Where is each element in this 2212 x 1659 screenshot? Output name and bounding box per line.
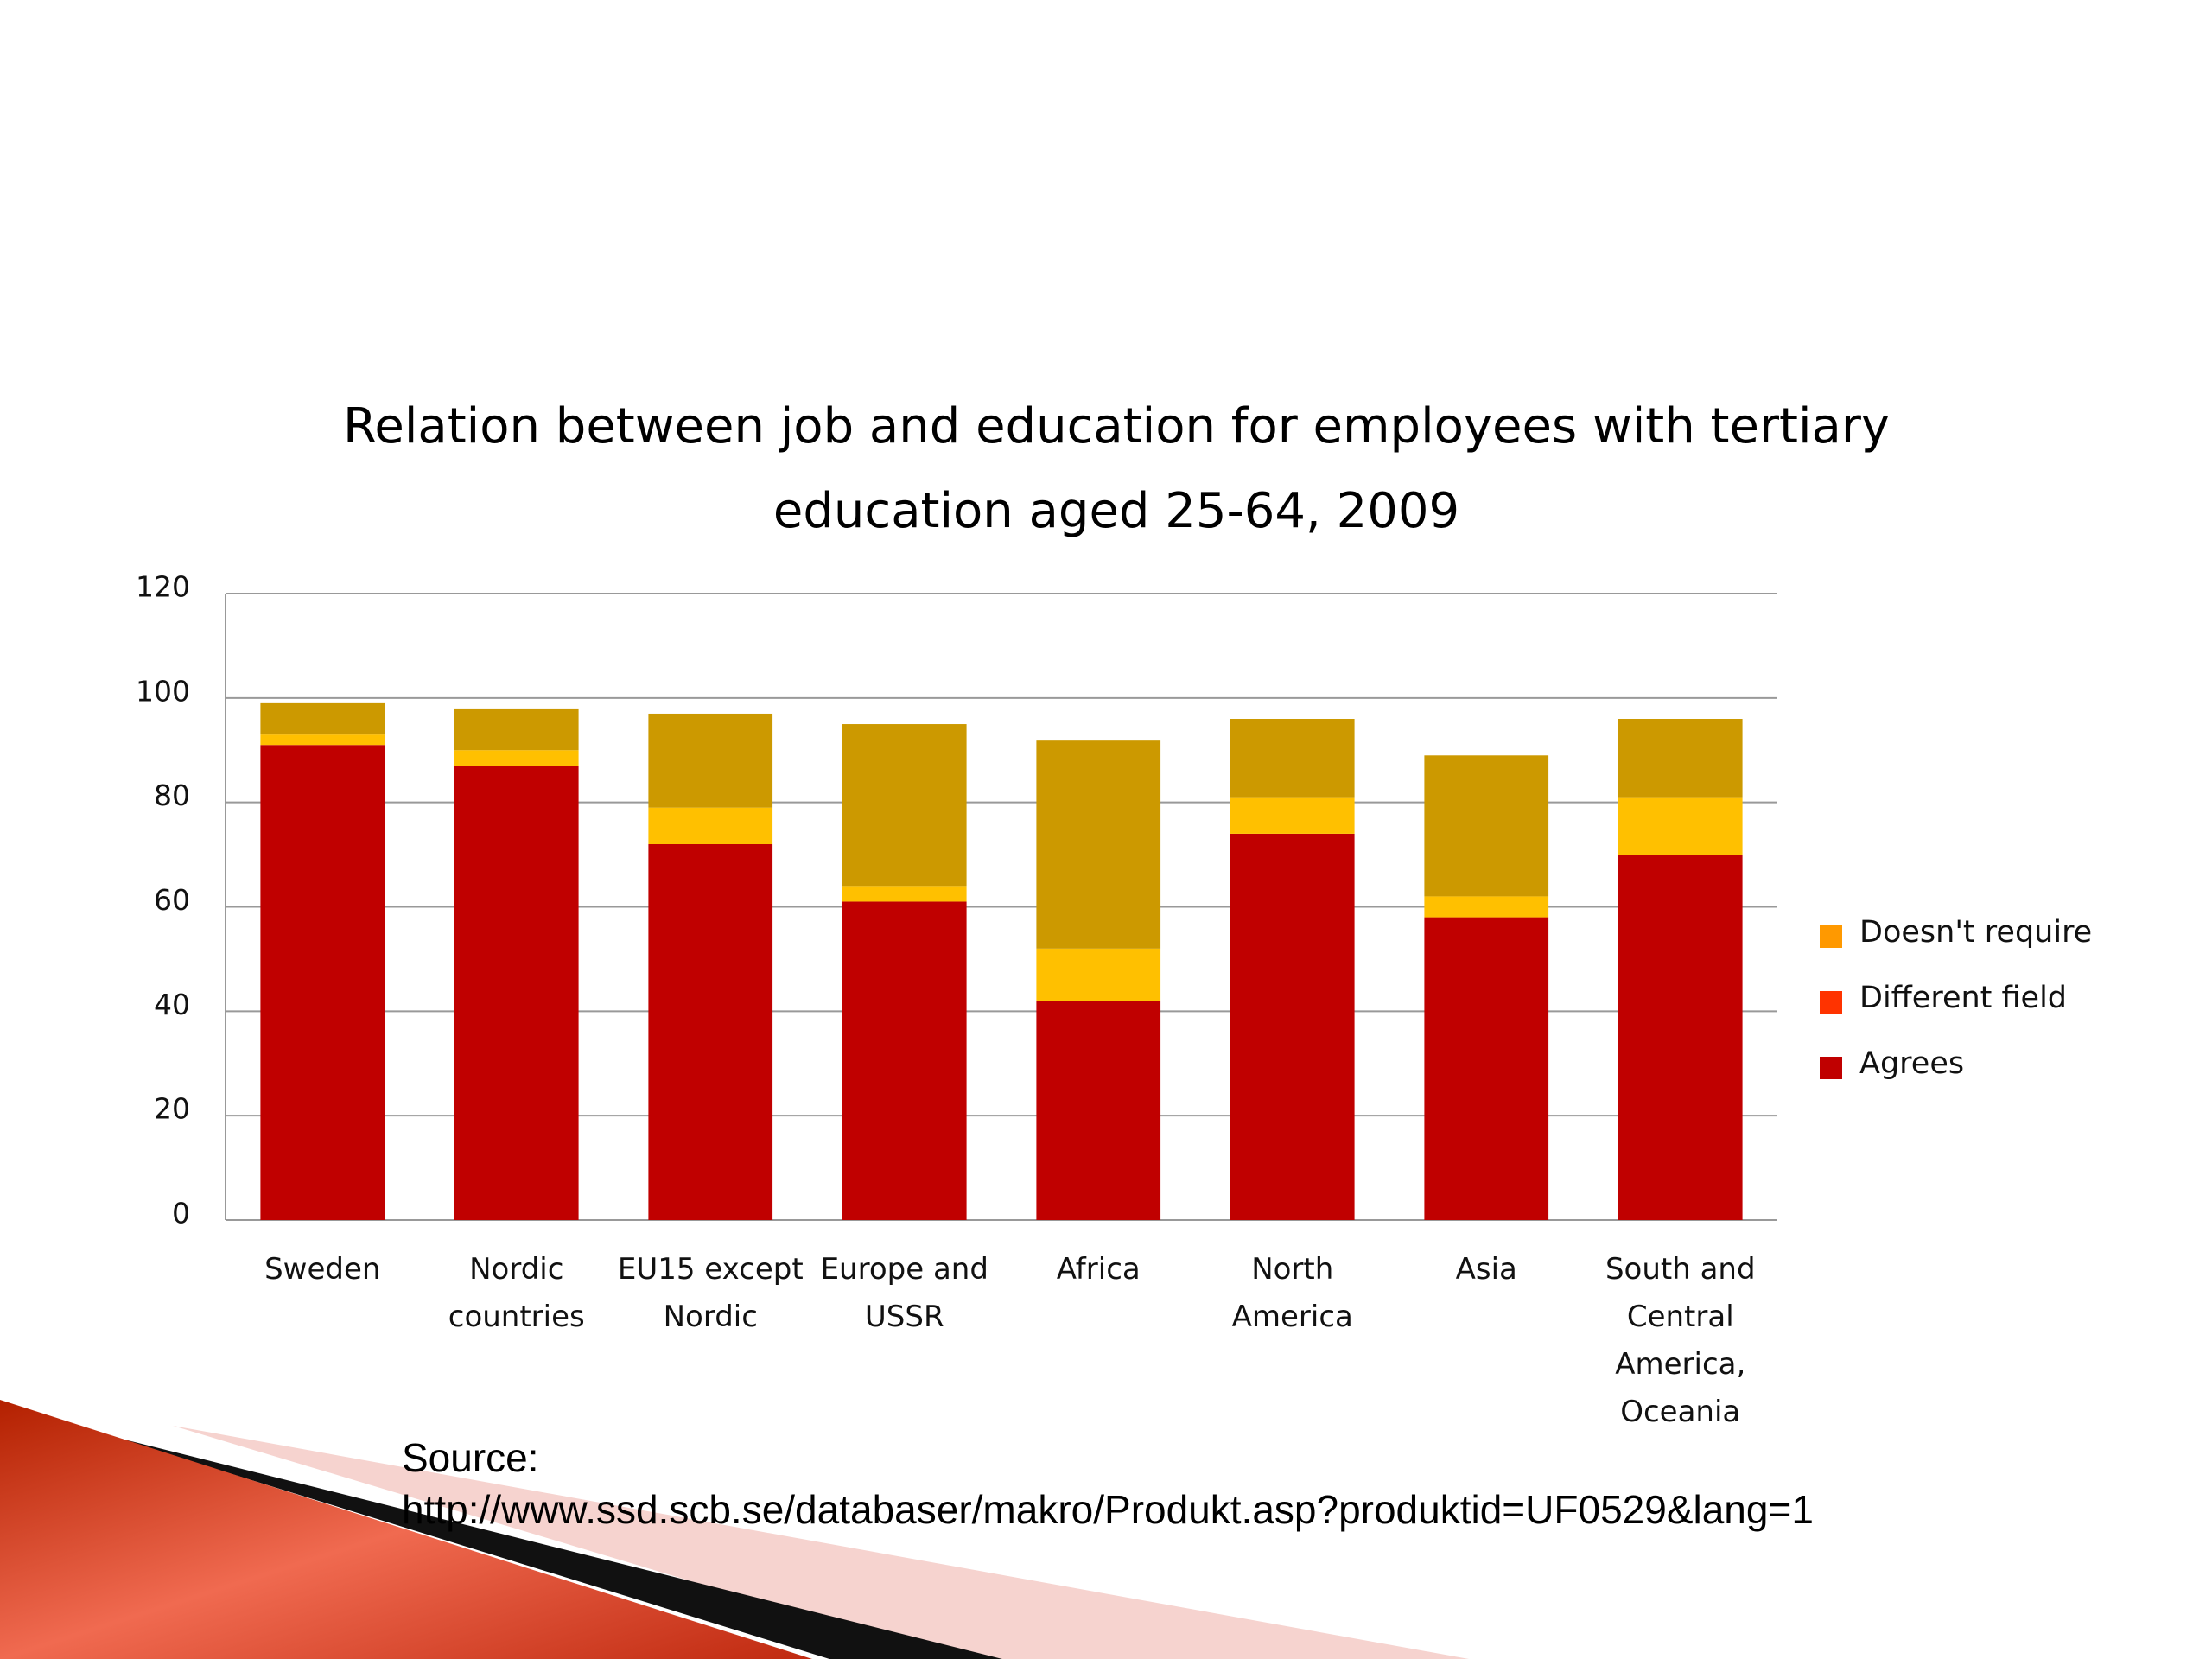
bar-segment [454,766,579,1220]
bar-segment [648,807,773,844]
x-tick-label: Sweden [264,1252,381,1287]
legend-swatch [1820,991,1842,1014]
bar-segment [1618,719,1743,798]
x-tick-label: Nordic countries [448,1252,585,1334]
y-tick-label: 100 [136,674,190,708]
bar-segment [842,886,967,902]
y-tick-label: 120 [136,570,190,604]
legend-swatch [1820,1057,1842,1079]
x-tick-label: North America [1231,1252,1353,1334]
y-tick-label: 60 [154,883,190,917]
bar-segment [1036,740,1161,949]
x-tick-label: Africa [1056,1252,1141,1287]
bar-segment [1424,755,1549,897]
y-tick-label: 20 [154,1092,190,1126]
y-tick-label: 40 [154,988,190,1021]
y-tick-label: 0 [172,1197,190,1230]
bar-segment [648,844,773,1220]
bar-segment [260,702,385,735]
x-tick-label: Europe and USSR [820,1252,988,1334]
legend-label: Doesn't require [1859,915,2092,950]
decoration [104,1434,1002,1659]
bar-segment [260,734,385,746]
bar-segment [1230,833,1355,1220]
x-tick-label: EU15 except Nordic [617,1252,804,1334]
bar-segment [1424,896,1549,918]
bar-segment [260,745,385,1220]
bar-segment [1036,948,1161,1001]
decoration [173,1426,1469,1659]
y-tick-label: 80 [154,779,190,812]
legend-swatch [1820,925,1842,948]
bar-segment [454,708,579,751]
bar-segment [1230,719,1355,798]
bar-segment [454,750,579,766]
bar-segment [1618,855,1743,1220]
legend-label: Agrees [1859,1046,1964,1081]
decoration [0,1400,812,1659]
bar-segment [1036,1001,1161,1220]
bar-segment [1230,797,1355,834]
source-url: http://www.ssd.scb.se/databaser/makro/Pr… [402,1487,1814,1532]
x-tick-label: South and Central America, Oceania [1605,1252,1756,1429]
legend-label: Different field [1859,981,2067,1015]
x-tick-label: Asia [1455,1252,1517,1287]
bar-segment [1424,917,1549,1220]
bar-segment [842,724,967,887]
bar-segment [648,713,773,808]
chart-title: Relation between job and education for e… [343,398,1890,539]
bar-segment [1618,797,1743,855]
source-label: Source: [402,1435,539,1480]
bar-segment [842,901,967,1220]
